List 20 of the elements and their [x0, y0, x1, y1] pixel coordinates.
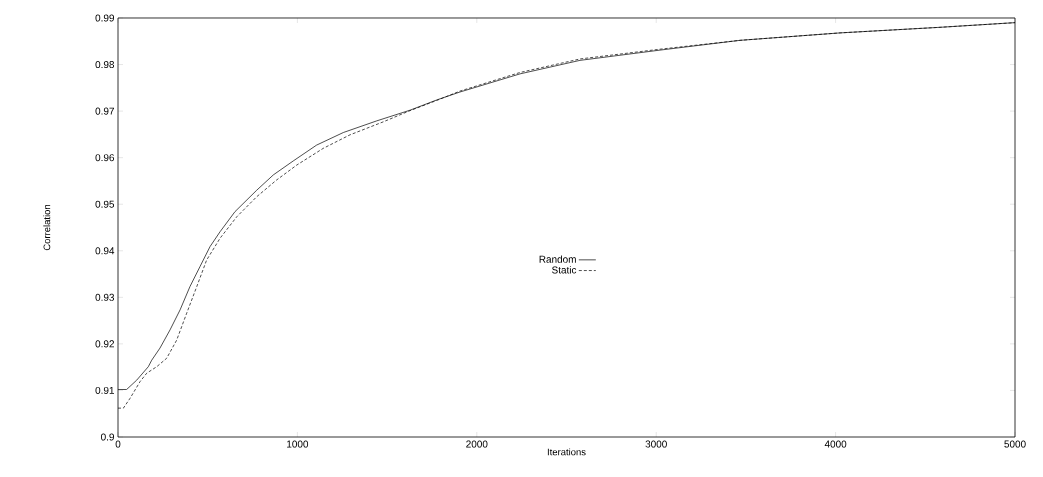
y-tick-label: 0.99	[95, 14, 115, 22]
y-tick-label: 0.95	[95, 200, 115, 208]
y-tick-label: 0.97	[95, 107, 114, 115]
y-axis-title: Correlation	[43, 204, 51, 251]
y-tick-label: 0.92	[95, 340, 114, 348]
x-tick-label: 2000	[466, 440, 488, 448]
x-tick-label: 0	[115, 440, 121, 448]
y-tick-label: 0.91	[95, 386, 114, 394]
legend-label: Random	[539, 255, 576, 263]
x-axis-title: Iterations	[547, 448, 586, 456]
y-tick-label: 0.93	[95, 293, 115, 301]
legend-label: Static	[552, 266, 577, 274]
y-tick-label: 0.9	[101, 433, 115, 441]
y-tick-label: 0.98	[95, 61, 115, 69]
y-tick-label: 0.94	[95, 247, 115, 255]
x-tick-label: 4000	[824, 440, 847, 448]
x-tick-label: 1000	[287, 440, 309, 448]
x-tick-label: 3000	[645, 440, 667, 448]
y-tick-label: 0.96	[95, 154, 115, 162]
x-tick-label: 5000	[1004, 440, 1026, 448]
